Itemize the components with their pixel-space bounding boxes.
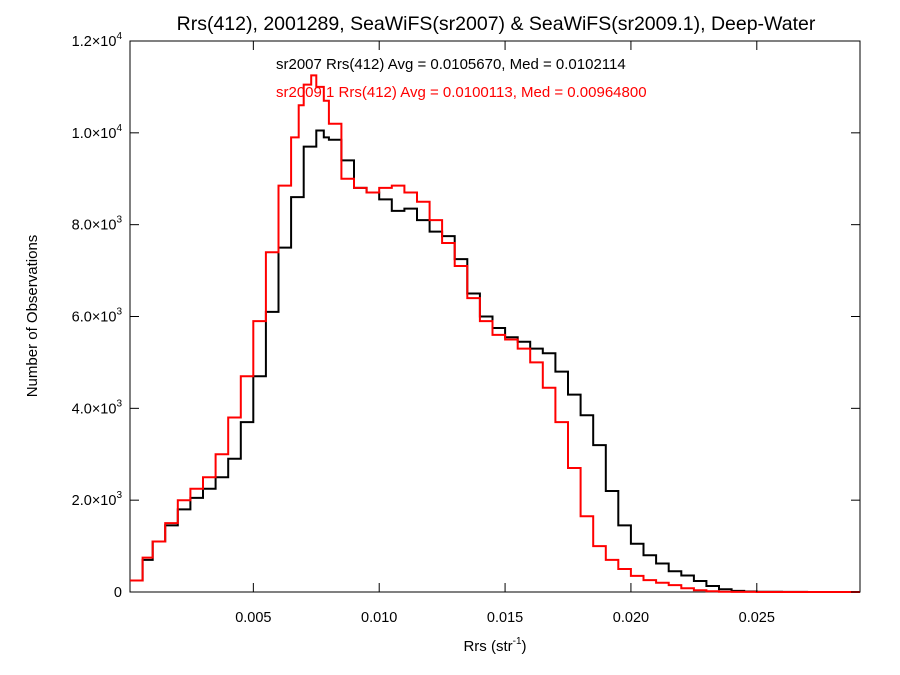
- plot-frame: [129, 40, 861, 593]
- chart-annotation-sr2007: sr2007 Rrs(412) Avg = 0.0105670, Med = 0…: [276, 56, 626, 73]
- y-tick-label: 1.2×104: [72, 31, 123, 50]
- x-axis-label-sup: -1: [513, 636, 522, 647]
- y-tick-label: 0: [114, 585, 122, 601]
- y-tick-label: 4.0×103: [72, 398, 123, 417]
- y-axis: 0 2.0×103 4.0×103 6.0×103 8.0×103 1.0×104 1.2×…: [72, 31, 860, 601]
- x-axis-label-main: Rrs (str: [463, 638, 512, 655]
- series-layer: [130, 74, 860, 593]
- y-tick-label: 1.0×104: [72, 123, 123, 142]
- x-tick-label: 0.020: [613, 610, 649, 626]
- chart-annotation-sr2009: sr2009.1 Rrs(412) Avg = 0.0100113, Med =…: [276, 84, 647, 101]
- x-axis-label-close: ): [522, 638, 527, 655]
- x-axis-label: Rrs (str-1): [463, 636, 526, 655]
- y-axis-label: Number of Observations: [24, 235, 41, 398]
- x-tick-label: 0.005: [235, 610, 271, 626]
- y-tick-label: 6.0×103: [72, 307, 123, 326]
- plot-area: 0.005 0.010 0.015 0.020 0.025 0 2.0×103 4.0×10…: [72, 31, 861, 626]
- x-axis: 0.005 0.010 0.015 0.020 0.025: [235, 41, 775, 626]
- x-tick-label: 0.010: [361, 610, 397, 626]
- x-tick-label: 0.015: [487, 610, 523, 626]
- series-line-sr2007: [130, 129, 860, 593]
- chart-title: Rrs(412), 2001289, SeaWiFS(sr2007) & Sea…: [177, 13, 816, 35]
- x-tick-label: 0.025: [739, 610, 775, 626]
- y-tick-label: 2.0×103: [72, 490, 123, 509]
- series-line-sr2009: [130, 74, 860, 593]
- y-tick-label: 8.0×103: [72, 215, 123, 234]
